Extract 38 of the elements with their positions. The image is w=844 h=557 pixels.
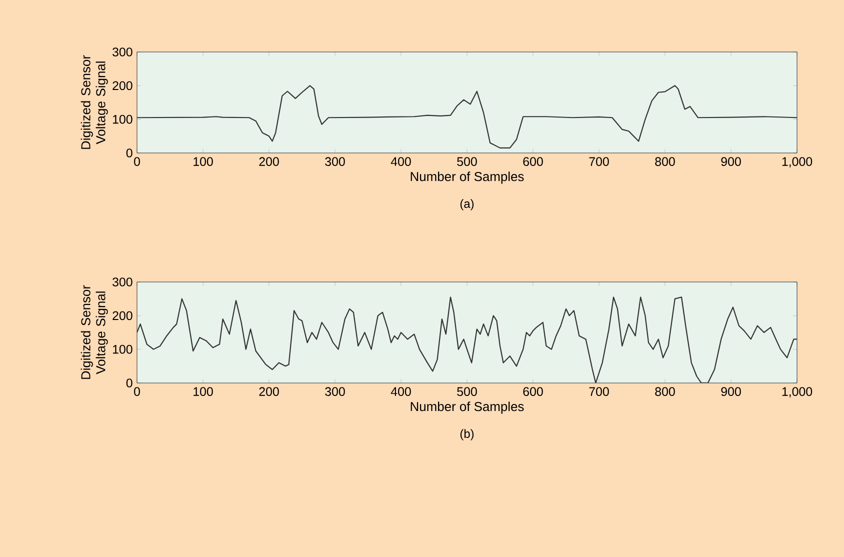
- x-tick-label: 600: [523, 157, 543, 166]
- x-tick-label: 900: [721, 387, 741, 396]
- x-tick-label: 200: [259, 157, 279, 166]
- y-tick-label: 0: [126, 148, 132, 158]
- line-series: [137, 296, 798, 383]
- y-tick-label: 0: [126, 378, 132, 388]
- x-tick-label: 0: [134, 387, 140, 396]
- x-tick-label: 300: [325, 157, 345, 166]
- y-tick-label: 100: [113, 114, 132, 124]
- y-tick-label: 200: [112, 81, 132, 90]
- x-tick-label: 0: [134, 157, 140, 166]
- y-tick-label: 300: [112, 48, 132, 56]
- x-tick-label: 500: [457, 157, 477, 166]
- text: (b): [460, 429, 474, 440]
- text: (a): [460, 199, 474, 210]
- x-tick-label: 700: [589, 157, 609, 166]
- x-axis-title: Number of Samples: [410, 172, 524, 184]
- x-tick-label: 1,000: [782, 387, 812, 398]
- x-tick-label: 100: [194, 157, 213, 166]
- x-tick-label: 400: [390, 157, 411, 166]
- x-tick-label: 600: [523, 387, 543, 396]
- x-axis-title: Number of Samples: [410, 402, 524, 414]
- y-axis-title: Digitized Sensor Voltage Signal: [80, 55, 108, 149]
- line-series: [137, 85, 798, 148]
- y-tick-label: 300: [112, 278, 132, 286]
- x-tick-label: 800: [655, 157, 675, 166]
- x-tick-label: 1,000: [782, 157, 812, 168]
- x-tick-label: 900: [721, 157, 741, 166]
- x-tick-label: 400: [390, 387, 411, 396]
- y-tick-label: 200: [112, 311, 132, 320]
- x-tick-label: 800: [655, 387, 675, 396]
- x-tick-label: 300: [325, 387, 345, 396]
- x-tick-label: 500: [457, 387, 477, 396]
- x-tick-label: 100: [194, 387, 213, 396]
- x-tick-label: 700: [589, 387, 609, 396]
- y-axis-title: Digitized Sensor Voltage Signal: [80, 285, 108, 379]
- x-tick-label: 200: [259, 387, 279, 396]
- y-tick-label: 100: [113, 344, 132, 354]
